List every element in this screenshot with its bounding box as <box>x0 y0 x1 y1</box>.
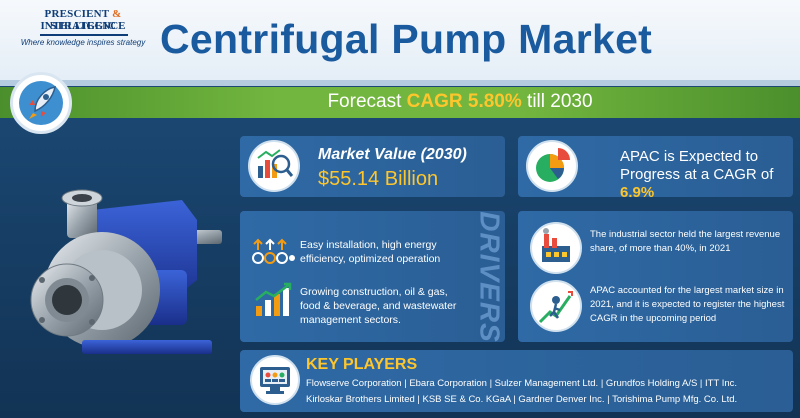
market-value-label: Market Value (2030) <box>318 146 467 163</box>
page-title: Centrifugal Pump Market <box>160 16 653 62</box>
cagr-banner <box>0 87 800 118</box>
header-divider <box>0 80 800 86</box>
driver-item: Growing construction, oil & gas, food & … <box>300 286 457 326</box>
installation-icon <box>252 236 296 266</box>
cagr-value: CAGR 5.80% <box>406 91 522 112</box>
driver-item: Easy installation, high energy efficienc… <box>300 239 441 265</box>
key-players-line: Flowserve Corporation | Ebara Corporatio… <box>306 378 738 389</box>
key-players-icon <box>250 355 300 405</box>
market-value-icon <box>248 140 300 192</box>
brand-logo-line2: INTELLIGENCE <box>40 20 126 32</box>
header <box>0 0 800 86</box>
drivers-heading: DRIVERS <box>475 211 506 343</box>
centrifugal-pump-image <box>22 170 247 395</box>
pie-chart-icon <box>526 140 578 192</box>
brand-logo-rule <box>40 34 128 36</box>
insight-item: The industrial sector held the largest r… <box>590 229 781 254</box>
rocket-icon <box>10 72 72 134</box>
key-players-line: Kirloskar Brothers Limited | KSB SE & Co… <box>306 394 738 405</box>
factory-icon <box>530 222 582 274</box>
apac-cagr-rate: 6.9% <box>620 184 655 201</box>
growth-chart-icon <box>252 282 296 318</box>
drivers-card <box>240 211 505 342</box>
apac-cagr-text: APAC is Expected to Progress at a CAGR o… <box>620 148 774 201</box>
cagr-forecast-text: Forecast CAGR 5.80% till 2030 <box>327 91 593 112</box>
market-value-amount: $55.14 Billion <box>318 168 439 190</box>
key-players-heading: KEY PLAYERS <box>306 356 418 373</box>
key-players-card <box>240 350 793 412</box>
insight-item: APAC accounted for the largest market si… <box>590 285 785 324</box>
climber-icon <box>530 280 582 332</box>
brand-logo-line1: PRESCIENT & STRATEGIC <box>44 8 122 32</box>
brand-tagline: Where knowledge inspires strategy <box>20 38 146 47</box>
